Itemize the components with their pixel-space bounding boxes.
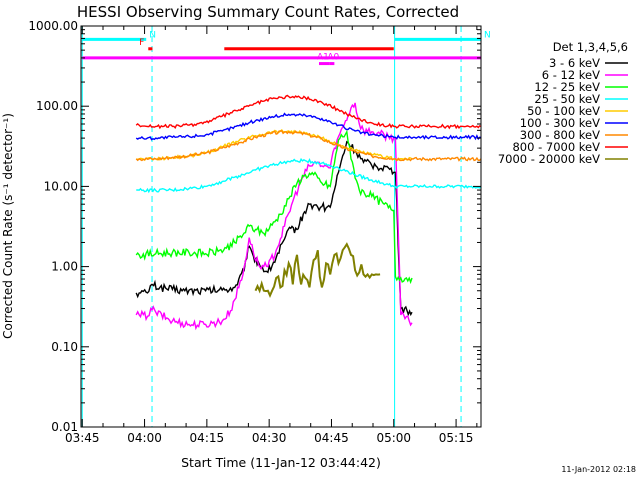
- legend-entry-label: 3 - 6 keV: [549, 56, 600, 70]
- flag-label: N: [149, 30, 156, 40]
- series-line: [135, 112, 481, 141]
- legend-entry-label: 12 - 25 keV: [534, 80, 600, 94]
- x-tick-label: 04:15: [190, 431, 225, 445]
- footer-timestamp: 11-Jan-2012 02:18: [561, 465, 636, 474]
- series-line: [136, 157, 482, 194]
- legend-entry-label: 100 - 300 keV: [520, 116, 600, 130]
- flag-label: A1: [317, 53, 329, 63]
- flag-label: N: [484, 30, 491, 40]
- legend-entry-label: 7000 - 20000 keV: [498, 152, 600, 166]
- x-tick-label: 04:00: [127, 431, 162, 445]
- legend-entry-label: 50 - 100 keV: [527, 104, 600, 118]
- x-tick-label: 04:45: [314, 431, 349, 445]
- legend-title: Det 1,3,4,5,6: [553, 40, 628, 54]
- y-tick-label: 10.00: [44, 179, 78, 193]
- axes: 0.01 0.10 1.00 10.00 100.00 1000.00 03:45 04:00…: [28, 19, 481, 445]
- legend-entry-label: 6 - 12 keV: [542, 68, 600, 82]
- flag-label: F: [139, 38, 144, 48]
- legend-entry-label: 300 - 800 keV: [520, 128, 600, 142]
- series-line: [135, 140, 413, 317]
- series-line: [135, 94, 482, 130]
- x-tick-label: 05:00: [376, 431, 411, 445]
- y-tick-label: 100.00: [36, 99, 78, 113]
- y-tick-label: 1000.00: [28, 19, 78, 33]
- plot-frame: [80, 25, 482, 428]
- x-tick-label: 05:15: [439, 431, 474, 445]
- series-lines: [135, 94, 482, 331]
- series-line: [135, 130, 482, 162]
- y-axis-label: Corrected Count Rate (s⁻¹ detector⁻¹): [1, 113, 15, 339]
- legend-entry-label: 800 - 7000 keV: [512, 140, 600, 154]
- y-tick-label: 1.00: [51, 260, 78, 274]
- y-tick-label: 0.10: [51, 340, 78, 354]
- y-tick-label: 0.01: [51, 420, 78, 434]
- flag-label: A0: [327, 53, 339, 63]
- x-tick-label: 03:45: [65, 431, 100, 445]
- chart-title: HESSI Observing Summary Count Rates, Cor…: [77, 3, 459, 21]
- x-tick-label: 04:30: [252, 431, 287, 445]
- series-line: [135, 102, 413, 331]
- x-axis-label: Start Time (11-Jan-12 03:44:42): [181, 455, 381, 470]
- series-line: [135, 129, 413, 285]
- legend-entry-label: 25 - 50 keV: [534, 92, 600, 106]
- series-line: [254, 242, 381, 298]
